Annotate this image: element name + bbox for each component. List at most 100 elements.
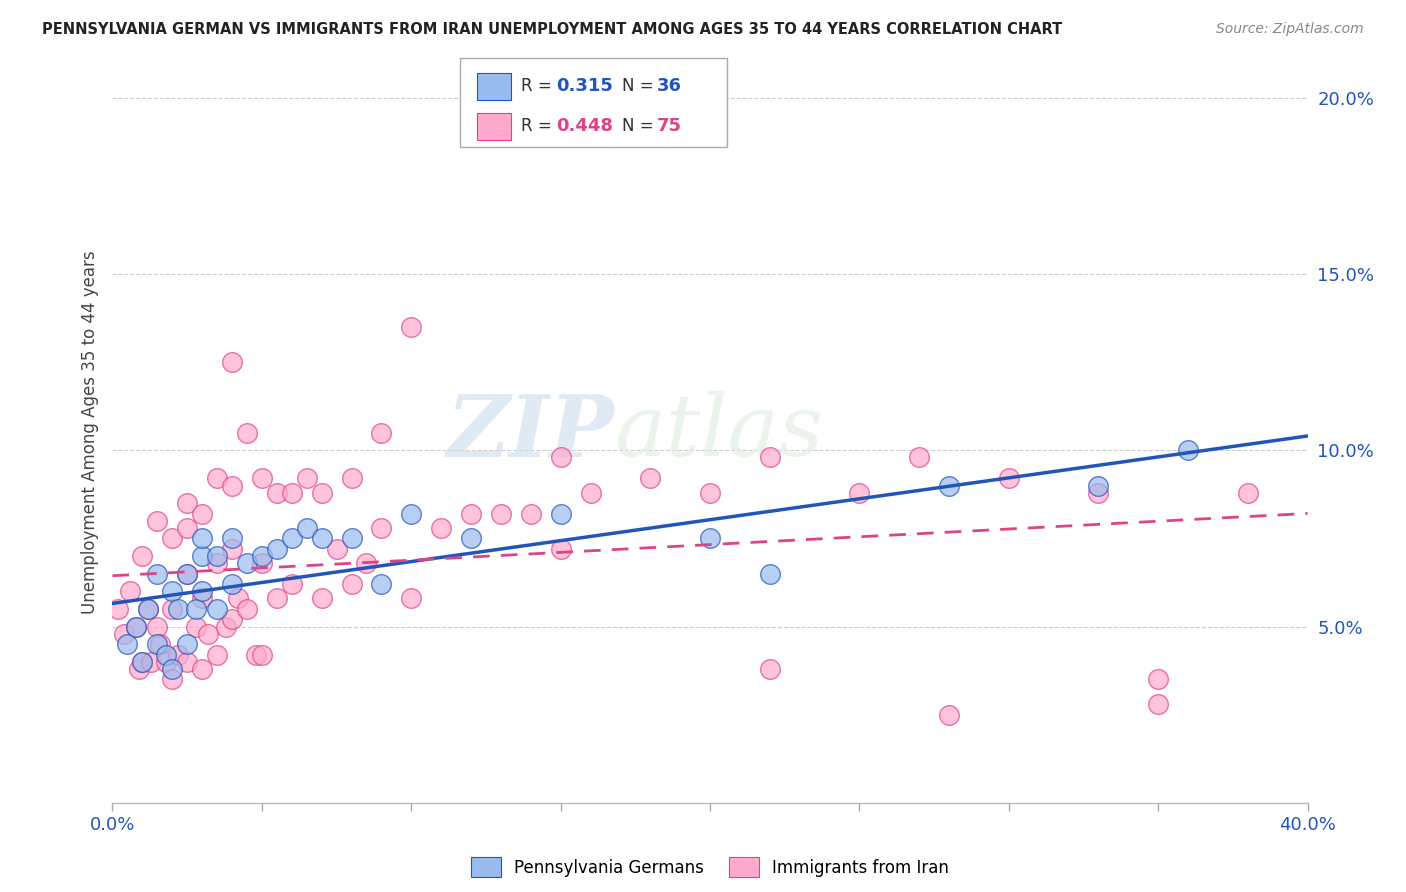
Point — [1087, 478, 1109, 492]
Text: ZIP: ZIP — [447, 391, 614, 475]
Point — [186, 602, 208, 616]
Point — [340, 471, 363, 485]
Point — [131, 655, 153, 669]
Point — [107, 602, 129, 616]
Point — [430, 521, 453, 535]
Point — [191, 532, 214, 546]
Point — [938, 707, 960, 722]
Point — [250, 556, 273, 570]
Point — [205, 556, 228, 570]
Point — [460, 532, 482, 546]
Point — [1147, 697, 1170, 711]
Text: R =: R = — [520, 78, 557, 95]
Point — [266, 591, 288, 606]
Point — [155, 655, 177, 669]
Point — [236, 602, 259, 616]
Point — [250, 471, 273, 485]
Point — [1147, 673, 1170, 687]
Point — [759, 662, 782, 676]
Point — [138, 602, 160, 616]
Point — [176, 637, 198, 651]
Point — [370, 577, 392, 591]
Text: 0.448: 0.448 — [555, 118, 613, 136]
Point — [236, 425, 259, 440]
Point — [640, 471, 662, 485]
Point — [149, 637, 172, 651]
Point — [550, 507, 572, 521]
Point — [281, 532, 304, 546]
Point — [370, 521, 392, 535]
Point — [340, 532, 363, 546]
Point — [699, 485, 721, 500]
Point — [120, 584, 142, 599]
Point — [167, 648, 190, 662]
Point — [191, 549, 214, 563]
Point — [295, 471, 318, 485]
Point — [759, 450, 782, 465]
Point — [191, 591, 214, 606]
Point — [250, 648, 273, 662]
Point — [114, 626, 135, 640]
Point — [197, 626, 219, 640]
Point — [162, 584, 183, 599]
Point — [759, 566, 782, 581]
Point — [221, 612, 243, 626]
Point — [938, 478, 960, 492]
Point — [176, 566, 198, 581]
Point — [236, 556, 259, 570]
Point — [162, 532, 183, 546]
Point — [176, 566, 198, 581]
Point — [266, 541, 288, 556]
Point — [281, 577, 304, 591]
Point — [550, 541, 572, 556]
Point — [205, 471, 228, 485]
Point — [250, 549, 273, 563]
Text: N =: N = — [621, 118, 658, 136]
Point — [281, 485, 304, 500]
Point — [128, 662, 150, 676]
Point — [146, 637, 169, 651]
Point — [221, 577, 243, 591]
Point — [266, 485, 288, 500]
Point — [205, 549, 228, 563]
Text: PENNSYLVANIA GERMAN VS IMMIGRANTS FROM IRAN UNEMPLOYMENT AMONG AGES 35 TO 44 YEA: PENNSYLVANIA GERMAN VS IMMIGRANTS FROM I… — [42, 22, 1063, 37]
Point — [146, 566, 169, 581]
Text: atlas: atlas — [614, 392, 824, 474]
Point — [550, 450, 572, 465]
Point — [1177, 443, 1199, 458]
Point — [311, 591, 333, 606]
Point — [191, 507, 214, 521]
Point — [1237, 485, 1260, 500]
Point — [998, 471, 1021, 485]
Legend: Pennsylvania Germans, Immigrants from Iran: Pennsylvania Germans, Immigrants from Ir… — [464, 851, 956, 883]
Point — [191, 584, 214, 599]
Point — [579, 485, 602, 500]
Text: 36: 36 — [657, 78, 682, 95]
Point — [401, 591, 423, 606]
Point — [340, 577, 363, 591]
Point — [155, 648, 177, 662]
Text: N =: N = — [621, 78, 658, 95]
Point — [205, 648, 228, 662]
Text: R =: R = — [520, 118, 557, 136]
Point — [245, 648, 267, 662]
Y-axis label: Unemployment Among Ages 35 to 44 years: Unemployment Among Ages 35 to 44 years — [80, 251, 98, 615]
Point — [221, 541, 243, 556]
Point — [489, 507, 512, 521]
Point — [162, 662, 183, 676]
Point — [370, 425, 392, 440]
Point — [117, 637, 139, 651]
Point — [1087, 485, 1109, 500]
Point — [908, 450, 931, 465]
Point — [699, 532, 721, 546]
Point — [146, 514, 169, 528]
Point — [226, 591, 249, 606]
Point — [848, 485, 870, 500]
Point — [205, 602, 228, 616]
Point — [215, 619, 238, 633]
Text: Source: ZipAtlas.com: Source: ZipAtlas.com — [1216, 22, 1364, 37]
Text: 0.315: 0.315 — [555, 78, 613, 95]
Point — [311, 485, 333, 500]
Point — [167, 602, 190, 616]
Point — [131, 655, 153, 669]
